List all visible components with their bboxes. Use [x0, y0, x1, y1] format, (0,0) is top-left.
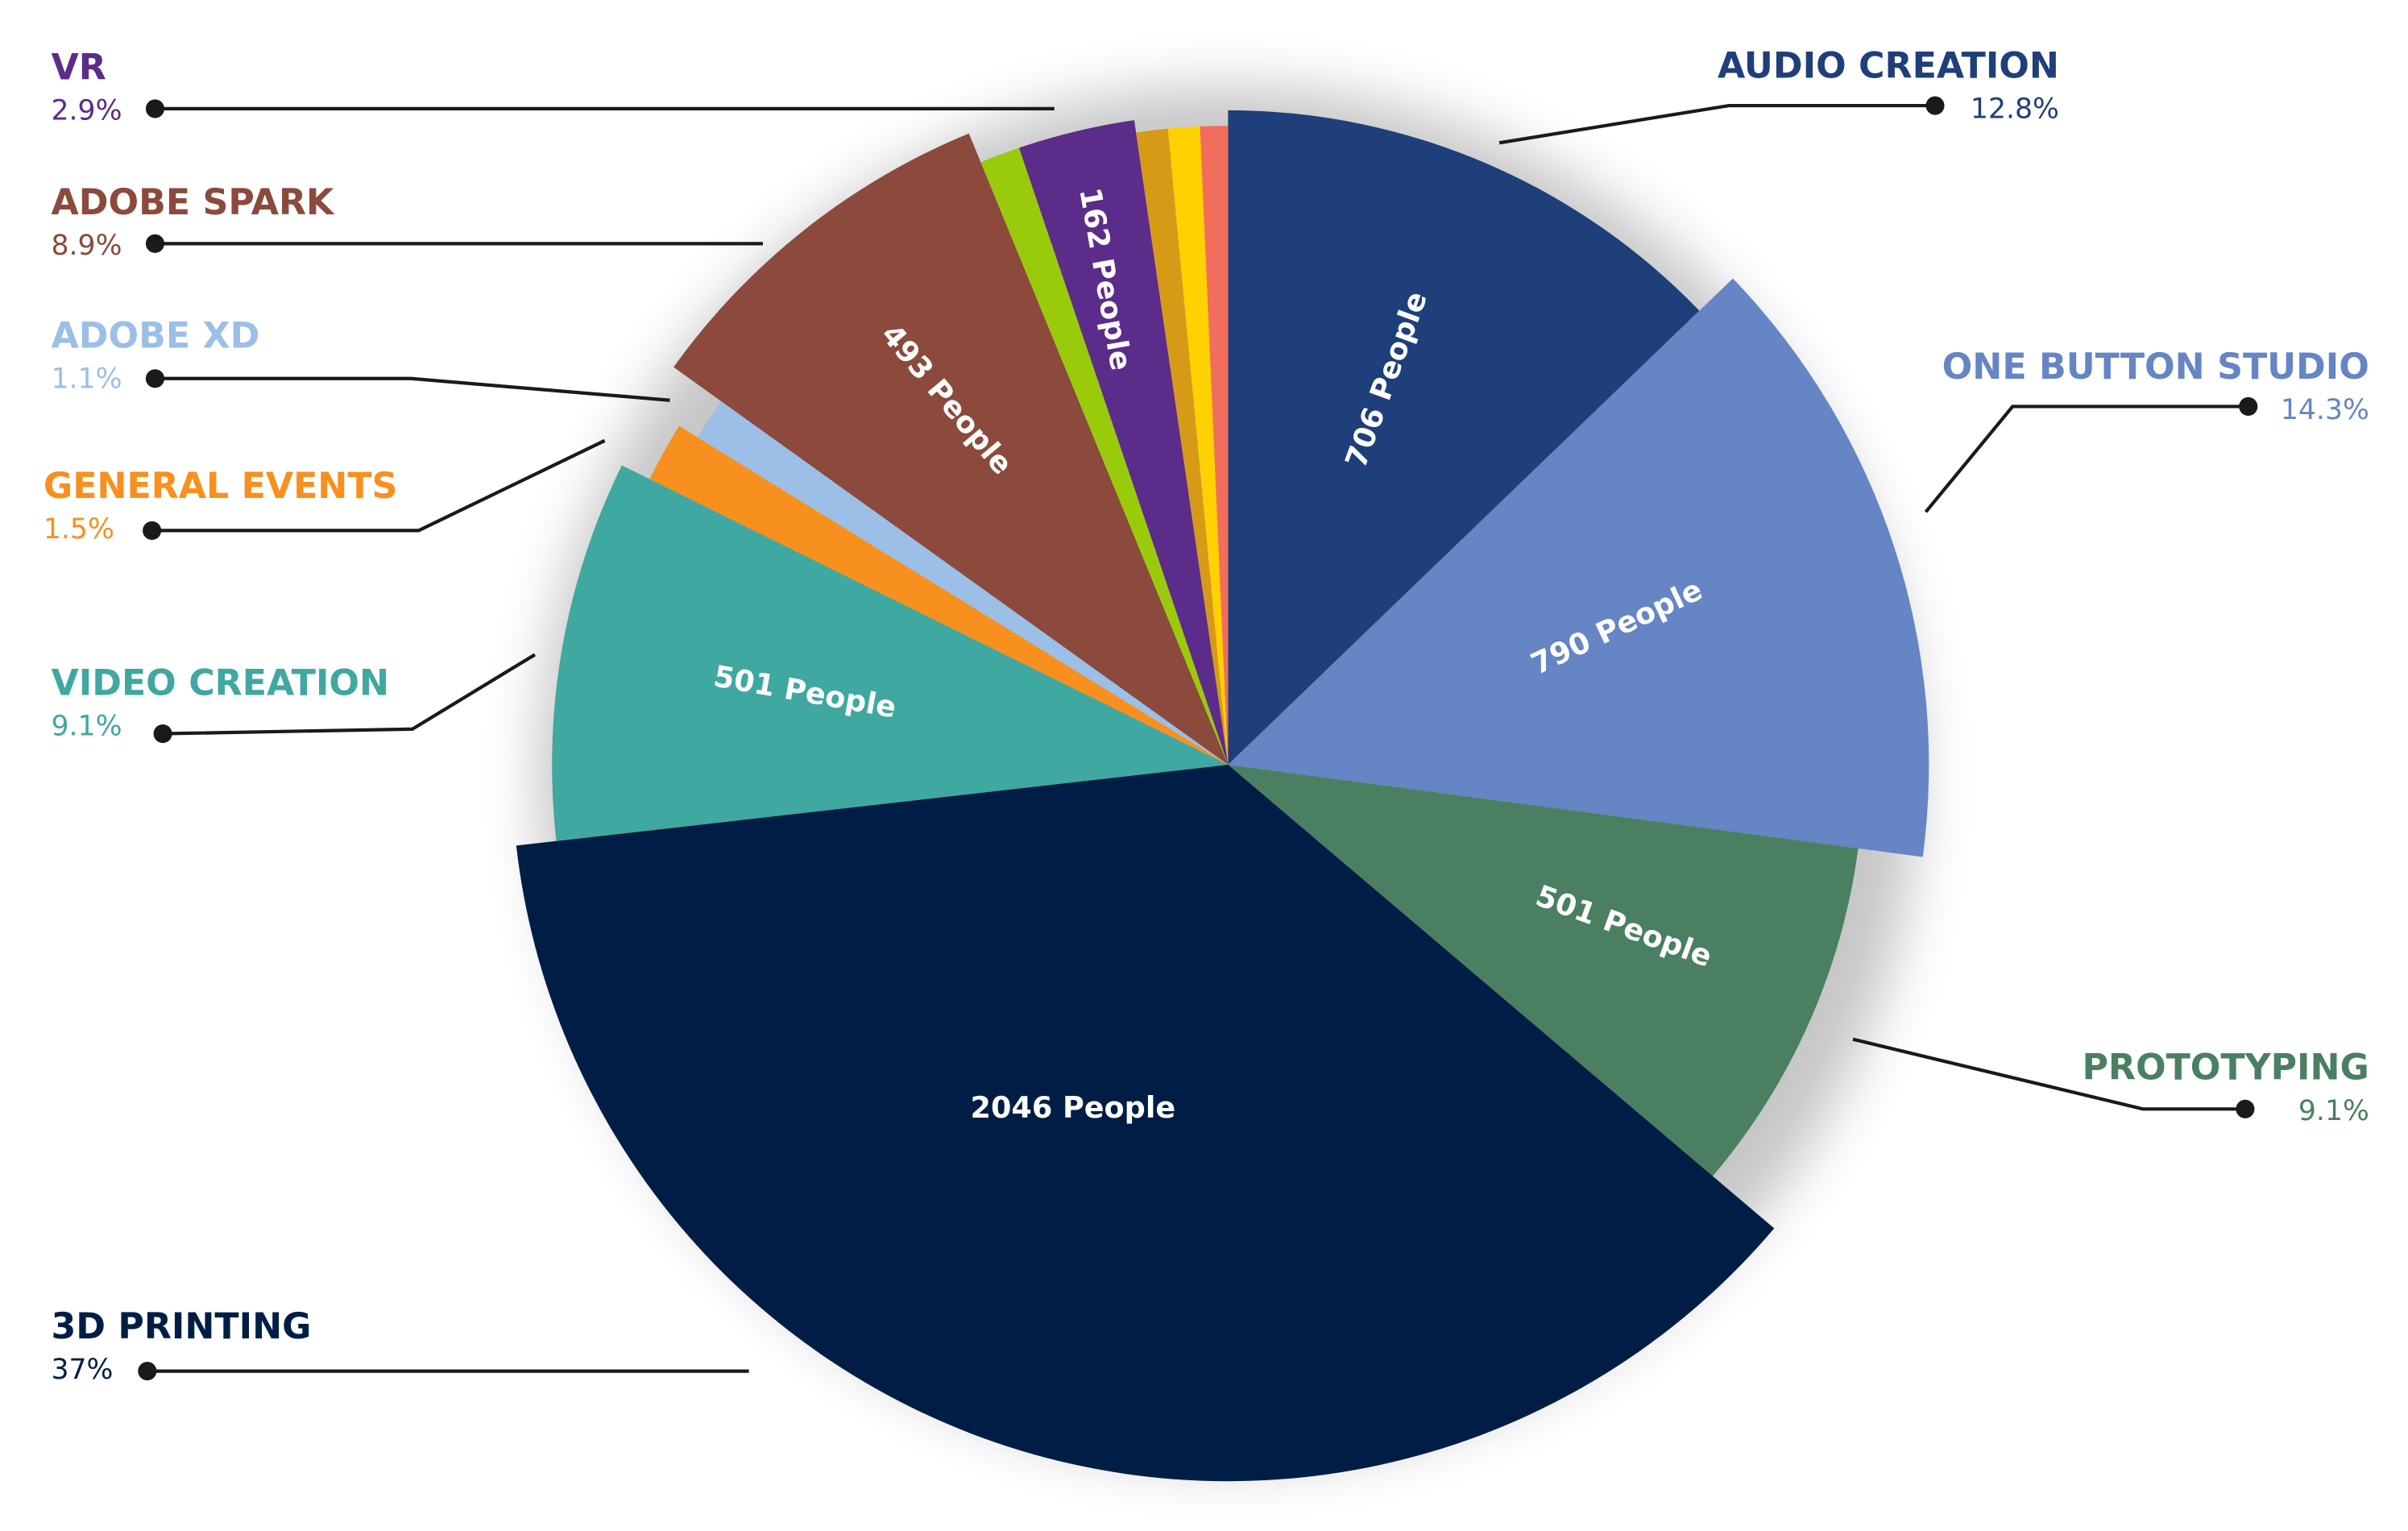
percent-label: 9.1% — [52, 710, 122, 742]
percent-label: 14.3% — [2281, 394, 2369, 426]
category-label: 3D PRINTING — [52, 1306, 312, 1347]
pie-slice — [1228, 110, 1700, 766]
leader-dot — [145, 234, 165, 253]
leader-dot — [2236, 1099, 2255, 1118]
percent-label: 9.1% — [2298, 1095, 2369, 1127]
category-label: VR — [52, 47, 106, 88]
leader-dot — [143, 521, 162, 540]
pie-slice — [649, 425, 1229, 766]
percent-label: 37% — [52, 1354, 114, 1386]
category-label: GENERAL EVENTS — [44, 466, 398, 507]
pie-slice — [1167, 126, 1229, 766]
category-label: PROTOTYPING — [2082, 1048, 2369, 1089]
pie-slice — [697, 401, 1229, 766]
pie-slice — [1200, 126, 1229, 766]
slice-label: 2046 People — [971, 1090, 1176, 1125]
pie-slice — [1018, 120, 1229, 766]
leader-line — [163, 653, 537, 736]
leader-dot — [1925, 96, 1945, 115]
pie-slice — [1228, 765, 1859, 1176]
leader-line — [155, 376, 670, 402]
category-label: AUDIO CREATION — [1718, 45, 2059, 86]
percent-label: 1.5% — [44, 513, 114, 546]
leader-line — [1852, 1037, 2245, 1111]
leader-line — [151, 438, 606, 533]
leader-dot — [145, 369, 165, 388]
percent-label: 2.9% — [52, 94, 122, 127]
category-label: ADOBE SPARK — [52, 182, 336, 223]
pie-slice — [552, 465, 1229, 841]
pie-slice — [673, 133, 1229, 766]
leader-dot — [138, 1362, 157, 1381]
leader-dot — [153, 724, 172, 744]
percent-label: 8.9% — [52, 230, 122, 262]
pie-slice — [1136, 128, 1229, 766]
leader-line — [1924, 405, 2248, 513]
percent-label: 1.1% — [52, 363, 122, 395]
pie-slice — [980, 147, 1229, 766]
category-label: ONE BUTTON STUDIO — [1942, 346, 2369, 388]
leader-dot — [2239, 396, 2258, 416]
category-label: VIDEO CREATION — [52, 662, 390, 703]
pie-slice — [1228, 278, 1929, 857]
percent-label: 12.8% — [1971, 93, 2059, 125]
pie-slice — [516, 765, 1775, 1482]
leader-line — [1498, 103, 1935, 145]
category-label: ADOBE XD — [52, 315, 260, 356]
leader-dot — [145, 99, 165, 118]
